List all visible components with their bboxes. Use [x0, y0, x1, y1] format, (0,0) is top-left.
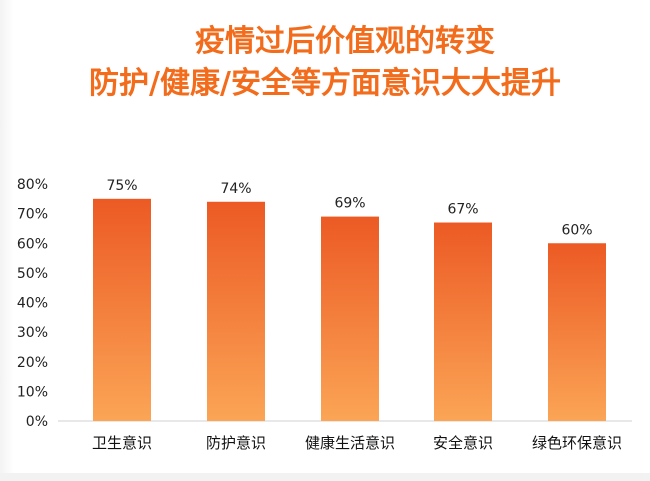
bar	[207, 201, 265, 421]
bars	[93, 198, 606, 421]
category-label: 防护意识	[206, 434, 266, 452]
y-tick-label: 70%	[17, 207, 48, 223]
y-tick-label: 10%	[17, 384, 48, 400]
chart-title-block: 疫情过后价值观的转变 防护/健康/安全等方面意识大大提升	[0, 22, 650, 104]
left-shade	[0, 0, 14, 481]
data-label: 60%	[561, 222, 592, 238]
bar	[321, 216, 379, 421]
data-label: 74%	[220, 181, 251, 197]
category-label: 安全意识	[433, 434, 493, 452]
data-label: 75%	[106, 178, 137, 194]
bar	[548, 243, 606, 421]
category-label: 绿色环保意识	[532, 434, 622, 452]
y-tick-label: 20%	[17, 355, 48, 371]
y-tick-label: 40%	[17, 296, 48, 312]
data-label: 69%	[334, 196, 365, 212]
chart-subtitle: 防护/健康/安全等方面意识大大提升	[89, 66, 561, 101]
chart-title: 疫情过后价值观的转变	[195, 24, 495, 59]
y-tick-label: 30%	[17, 325, 48, 341]
y-axis-ticks: 0% 10% 20% 30% 40% 50% 60% 70% 80%	[17, 177, 48, 430]
bottom-shade	[0, 473, 650, 481]
data-label: 67%	[447, 202, 478, 218]
y-tick-label: 0%	[26, 414, 48, 430]
y-tick-label: 50%	[17, 266, 48, 282]
category-label: 卫生意识	[92, 434, 152, 452]
y-tick-label: 60%	[17, 236, 48, 252]
value-labels: 75% 74% 69% 67% 60%	[106, 178, 592, 238]
category-labels: 卫生意识 防护意识 健康生活意识 安全意识 绿色环保意识	[92, 434, 622, 452]
bar	[434, 222, 492, 421]
y-tick-label: 80%	[17, 177, 48, 193]
bar	[93, 198, 151, 421]
category-label: 健康生活意识	[305, 434, 395, 452]
